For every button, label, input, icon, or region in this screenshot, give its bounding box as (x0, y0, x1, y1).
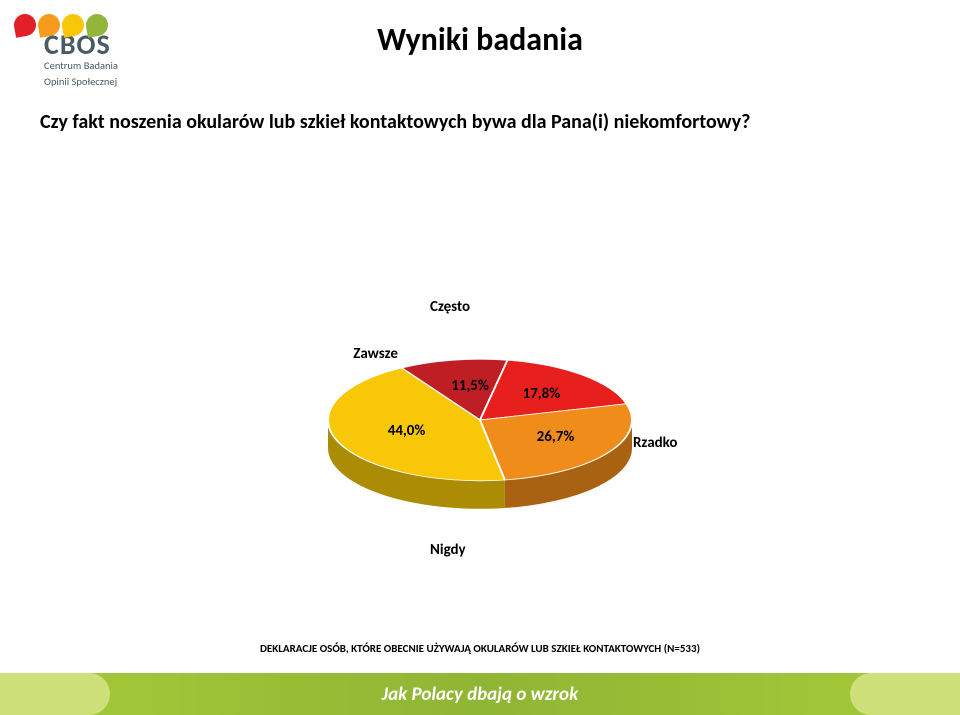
logo-sub1: Centrum Badania (44, 60, 194, 73)
footer-bar: Jak Polacy dbają o wzrok (0, 673, 960, 715)
pie-category-label: Nigdy (430, 541, 466, 559)
footnote: DEKLARACJE OSÓB, KTÓRE OBECNIE UŻYWAJĄ O… (0, 642, 960, 655)
survey-question: Czy fakt noszenia okularów lub szkieł ko… (40, 110, 920, 134)
pie-pct-label: 44,0% (377, 422, 437, 440)
footer-pill-right (850, 673, 960, 715)
footer-pill-left (0, 673, 110, 715)
pie-pct-label: 17,8% (511, 385, 571, 403)
footer-text: Jak Polacy dbają o wzrok (110, 683, 850, 706)
pie-pct-label: 11,5% (440, 377, 500, 395)
pie-chart: 11,5% Zawsze 17,8% Często 26,7% Rzadko 44,0% Ni… (0, 200, 960, 600)
pie-category-label: Zawsze (353, 345, 398, 363)
pie-category-label: Często (430, 298, 470, 316)
pie-category-label: Rzadko (633, 434, 678, 452)
pie-pct-label: 26,7% (525, 428, 585, 446)
page-title: Wyniki badania (0, 20, 960, 59)
logo-sub2: Opinii Społecznej (44, 76, 194, 89)
